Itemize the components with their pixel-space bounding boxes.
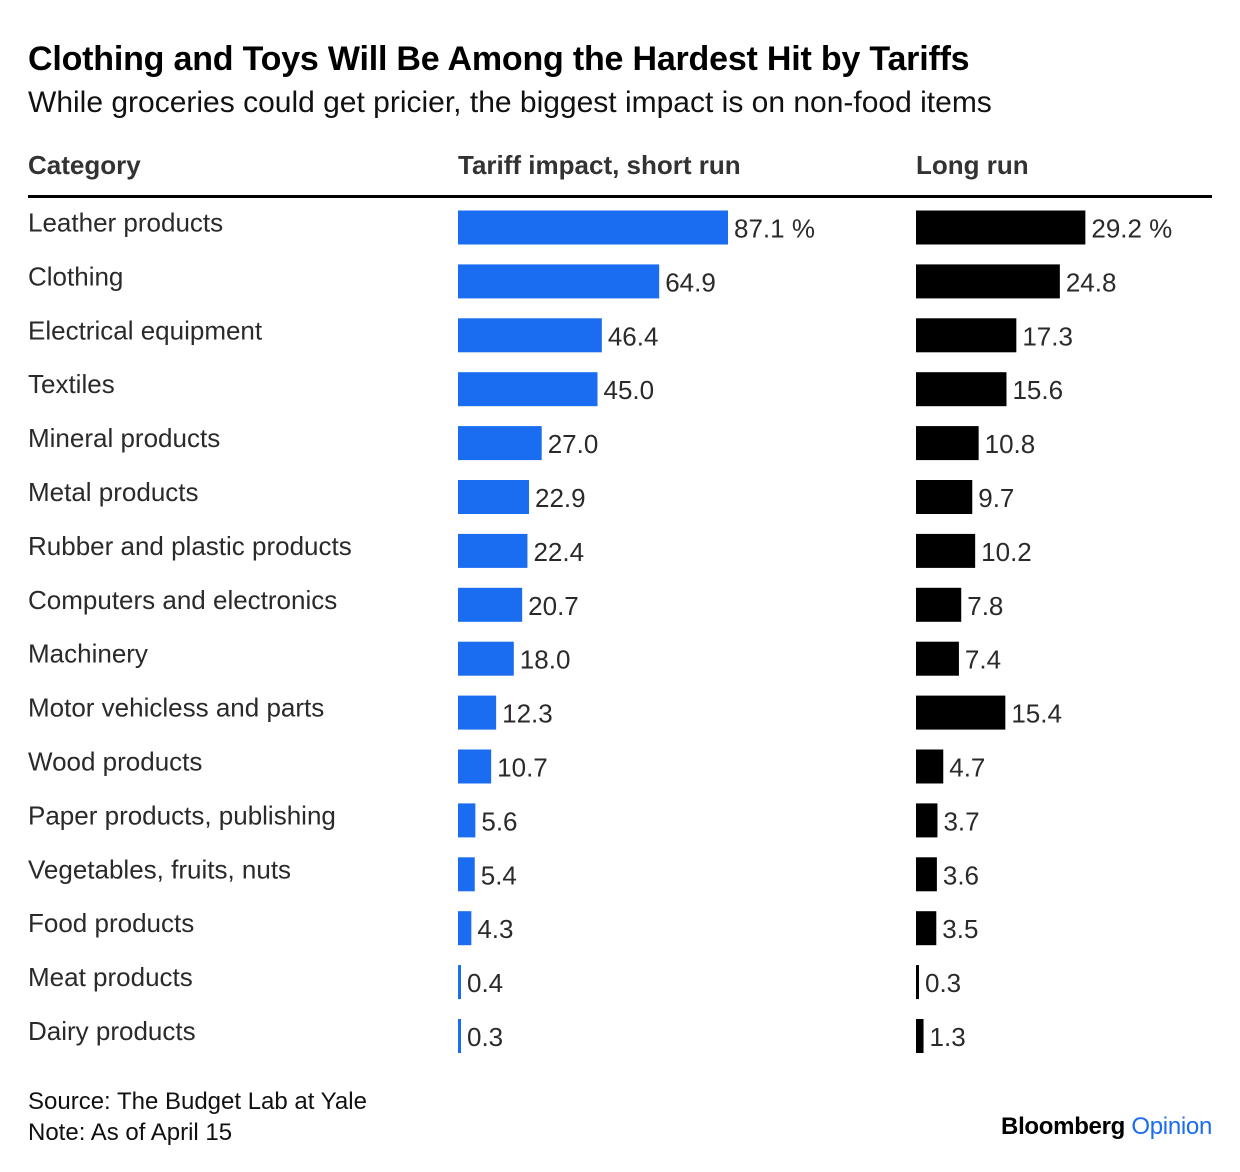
category-label: Metal products [28,477,199,507]
category-label: Clothing [28,261,123,291]
column-header-short-run: Tariff impact, short run [458,150,741,180]
category-label: Electrical equipment [28,315,263,345]
long-run-bar [916,480,973,514]
short-run-value-label: 0.4 [467,968,503,998]
chart-title: Clothing and Toys Will Be Among the Hard… [28,40,970,78]
short-run-bar [458,480,529,514]
short-run-bar [458,587,523,622]
chart-subtitle: While groceries could get pricier, the b… [28,86,992,119]
long-run-bar [916,857,937,892]
category-label: Vegetables, fruits, nuts [28,854,291,884]
short-run-value-label: 5.4 [481,860,517,890]
short-run-value-label: 10.7 [497,753,548,783]
long-run-bar [916,318,1017,353]
category-label: Computers and electronics [28,585,337,615]
short-run-bar [458,372,598,407]
source-note: Source: The Budget Lab at Yale [28,1088,367,1115]
long-run-value-label: 4.7 [949,753,985,783]
long-run-value-label: 0.3 [925,968,961,998]
column-header-long-run: Long run [916,150,1029,180]
long-run-bar [916,695,1006,730]
long-run-value-label: 3.5 [942,914,978,944]
category-label: Machinery [28,639,148,669]
short-run-value-label: 0.3 [467,1022,503,1052]
long-run-bar [916,911,937,946]
long-run-bar [916,749,944,784]
long-run-bar [916,965,919,1000]
bar-chart: Leather products 87.1 % 29.2 % Clothing 64.9… [28,208,1172,1053]
long-run-value-label: 3.7 [943,806,979,836]
short-run-bar [458,803,476,838]
column-header-category: Category [28,150,141,180]
date-note: Note: As of April 15 [28,1119,233,1146]
long-run-value-label: 10.8 [985,429,1036,459]
short-run-bar [458,426,542,461]
long-run-bar [916,533,976,568]
long-run-bar [916,264,1060,299]
category-label: Textiles [28,369,115,399]
short-run-bar [458,318,602,353]
long-run-value-label: 24.8 [1066,267,1117,297]
short-run-value-label: 87.1 % [734,214,815,244]
category-label: Meat products [28,962,193,992]
long-run-value-label: 3.6 [943,860,979,890]
long-run-value-label: 7.4 [965,645,1001,675]
short-run-bar [458,1019,461,1053]
brand-logo: Bloomberg Opinion [1001,1113,1212,1141]
long-run-value-label: 15.4 [1011,699,1062,729]
category-label: Paper products, publishing [28,800,336,830]
long-run-bar [916,1019,924,1053]
long-run-bar [916,803,938,838]
short-run-value-label: 18.0 [520,645,571,675]
category-label: Wood products [28,747,202,777]
short-run-bar [458,965,461,1000]
short-run-bar [458,695,497,730]
category-label: Leather products [28,208,223,238]
short-run-value-label: 20.7 [528,591,579,621]
short-run-value-label: 27.0 [548,429,599,459]
long-run-value-label: 17.3 [1022,321,1073,351]
long-run-value-label: 29.2 % [1091,214,1172,244]
long-run-bar [916,210,1086,245]
category-label: Food products [28,908,194,938]
long-run-bar [916,372,1007,407]
short-run-value-label: 64.9 [665,267,716,297]
short-run-bar [458,749,492,784]
long-run-value-label: 10.2 [981,537,1032,567]
long-run-value-label: 7.8 [967,591,1003,621]
long-run-bar [916,426,979,461]
short-run-bar [458,911,472,946]
short-run-value-label: 4.3 [477,914,513,944]
long-run-value-label: 15.6 [1012,375,1063,405]
category-label: Rubber and plastic products [28,531,352,561]
short-run-value-label: 45.0 [604,375,655,405]
category-label: Motor vehicless and parts [28,693,324,723]
long-run-value-label: 1.3 [930,1022,966,1052]
brand-bloomberg: Bloomberg [1001,1113,1125,1140]
short-run-value-label: 22.9 [535,483,586,513]
brand-opinion: Opinion [1131,1113,1212,1140]
short-run-value-label: 22.4 [533,537,584,567]
short-run-bar [458,264,660,299]
long-run-bar [916,587,962,622]
short-run-value-label: 12.3 [502,699,553,729]
short-run-bar [458,857,475,892]
header-rule [28,195,1212,198]
long-run-bar [916,641,959,676]
short-run-bar [458,210,729,245]
long-run-value-label: 9.7 [978,483,1014,513]
category-label: Mineral products [28,423,220,453]
short-run-bar [458,533,528,568]
short-run-value-label: 5.6 [481,806,517,836]
short-run-bar [458,641,514,676]
category-label: Dairy products [28,1016,196,1046]
short-run-value-label: 46.4 [608,321,659,351]
